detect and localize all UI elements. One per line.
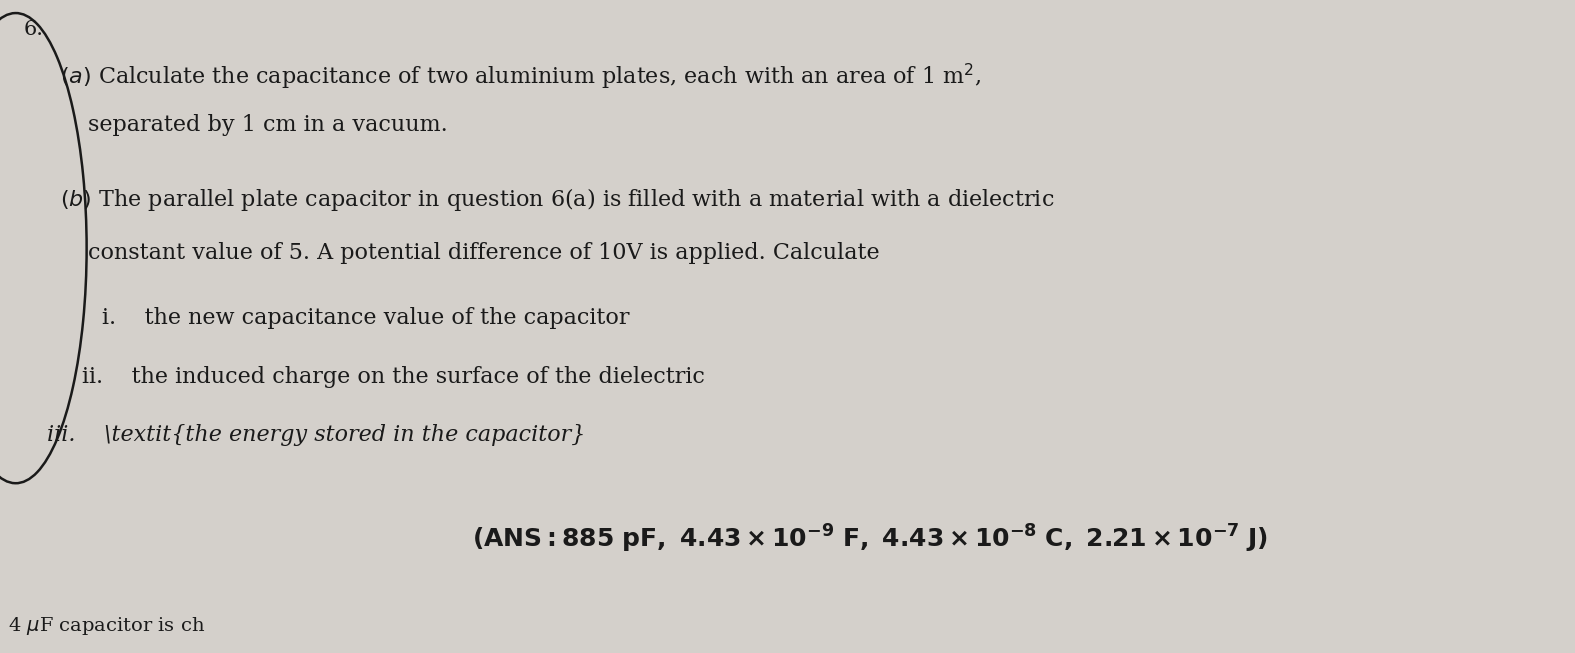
Text: $(b)$ The parallel plate capacitor in question 6(a) is filled with a material wi: $(b)$ The parallel plate capacitor in qu… bbox=[60, 186, 1054, 213]
Text: $\mathbf{(ANS: 885\ pF,\ 4.43 \times 10^{-9}\ F,\ 4.43 \times 10^{-8}\ C,\ 2.21 : $\mathbf{(ANS: 885\ pF,\ 4.43 \times 10^… bbox=[472, 522, 1269, 554]
Text: 6.: 6. bbox=[24, 20, 44, 39]
Text: ii.    the induced charge on the surface of the dielectric: ii. the induced charge on the surface of… bbox=[82, 366, 704, 388]
Text: 4 $\mu$F capacitor is ch: 4 $\mu$F capacitor is ch bbox=[8, 614, 205, 637]
Text: constant value of 5. A potential difference of 10V is applied. Calculate: constant value of 5. A potential differe… bbox=[88, 242, 880, 264]
Text: separated by 1 cm in a vacuum.: separated by 1 cm in a vacuum. bbox=[88, 114, 447, 136]
Text: iii.    \textit{the energy stored in the capacitor}: iii. \textit{the energy stored in the ca… bbox=[47, 424, 586, 447]
Text: i.    the new capacitance value of the capacitor: i. the new capacitance value of the capa… bbox=[102, 307, 630, 329]
Text: $(a)$ Calculate the capacitance of two aluminium plates, each with an area of 1 : $(a)$ Calculate the capacitance of two a… bbox=[60, 62, 981, 92]
